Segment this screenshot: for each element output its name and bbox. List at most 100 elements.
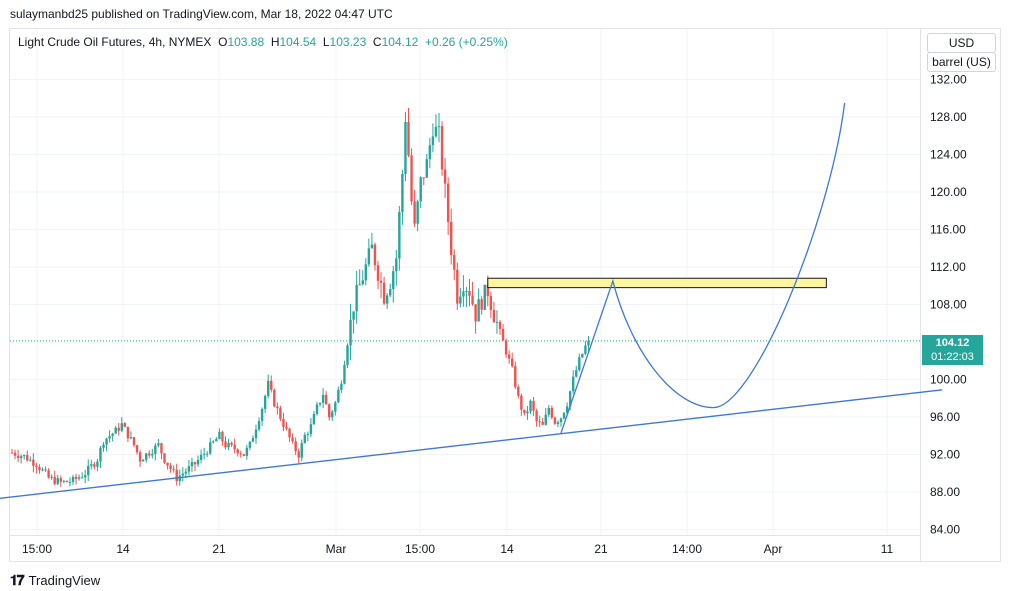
candle-body xyxy=(526,411,529,414)
candle-body xyxy=(218,431,221,440)
candle-body xyxy=(312,413,316,425)
candle-body xyxy=(468,290,471,296)
candle-body xyxy=(23,455,26,457)
candle-body xyxy=(19,456,23,459)
footer[interactable]: 𝟏𝟕 TradingView xyxy=(10,572,100,589)
resistance-zone xyxy=(487,277,827,289)
last-price-value: 104.12 xyxy=(935,337,970,349)
price-tick-label: 96.00 xyxy=(930,410,960,424)
candles xyxy=(10,107,590,487)
candle-body xyxy=(276,406,279,409)
candle-body xyxy=(285,426,288,429)
candle-body xyxy=(221,431,224,442)
candle-body xyxy=(520,395,523,410)
candle-body xyxy=(273,389,276,407)
candle-body xyxy=(578,357,581,371)
candle-body xyxy=(358,284,361,286)
candle-body xyxy=(248,441,252,448)
candle-body xyxy=(111,433,114,437)
candle-body xyxy=(370,244,374,249)
candle-body xyxy=(99,447,102,462)
candle-body xyxy=(498,321,502,329)
candle-body xyxy=(38,467,41,471)
legend-change: +0.26 (+0.25%) xyxy=(424,35,508,49)
candle-body xyxy=(105,438,108,445)
legend-high: 104.54 xyxy=(279,35,317,49)
price-axis-separator xyxy=(920,29,921,561)
candle-body xyxy=(303,434,306,444)
candle-body xyxy=(68,481,72,483)
candle-body xyxy=(35,465,38,468)
legend-close: 104.12 xyxy=(381,35,419,49)
projection-path xyxy=(560,102,846,434)
candle-body xyxy=(215,439,218,442)
time-tick-label: 15:00 xyxy=(405,542,435,556)
candle-body xyxy=(559,418,563,423)
candle-body xyxy=(242,454,245,456)
candle-body xyxy=(389,289,392,296)
candle-body xyxy=(96,461,99,467)
candle-body xyxy=(224,441,227,448)
candle-body xyxy=(132,437,136,446)
price-tick-label: 84.00 xyxy=(930,523,960,537)
candle-body xyxy=(361,280,364,285)
candle-body xyxy=(343,364,346,384)
candle-body xyxy=(425,159,428,178)
legend-open-label: O xyxy=(218,35,228,49)
candle-body xyxy=(108,436,111,439)
time-axis-ticks: 15:00 14 21 Mar 15:00 14 21 14:00 Apr 11 xyxy=(22,542,894,556)
candle-body xyxy=(297,451,300,458)
candle-body xyxy=(529,400,532,412)
candle-body xyxy=(379,280,383,283)
candle-body xyxy=(355,284,358,312)
trendline xyxy=(0,389,943,499)
legend-low-label: L xyxy=(322,35,330,49)
candle-body xyxy=(523,409,526,414)
candle-body xyxy=(581,353,584,358)
candle-body xyxy=(565,406,569,413)
candle-body xyxy=(407,122,410,156)
candle-body xyxy=(547,407,550,415)
unit-button[interactable]: barrel (US) xyxy=(927,52,996,72)
candle-body xyxy=(382,282,386,304)
candle-body xyxy=(166,462,169,466)
candle-body xyxy=(401,173,404,212)
candle-body xyxy=(84,475,87,478)
candle-body xyxy=(419,177,422,202)
grid xyxy=(10,29,920,535)
candle-body xyxy=(120,423,123,431)
candle-body xyxy=(413,201,416,224)
time-axis-separator xyxy=(10,535,920,536)
candle-body xyxy=(462,291,465,297)
legend-open: 103.88 xyxy=(227,35,265,49)
candle-body xyxy=(443,169,447,184)
currency-button[interactable]: USD xyxy=(927,33,996,53)
candle-body xyxy=(428,145,432,160)
candle-body xyxy=(236,449,239,454)
candle-body xyxy=(562,412,566,419)
candle-body xyxy=(416,201,419,224)
candle-body xyxy=(160,443,163,454)
candle-body xyxy=(511,358,514,367)
candle-body xyxy=(434,126,438,137)
candle-body xyxy=(260,408,264,421)
candle-body xyxy=(486,284,489,297)
candle-body xyxy=(504,340,508,355)
candle-body xyxy=(450,221,453,256)
candle-body xyxy=(495,321,499,323)
price-tick-label: 108.00 xyxy=(930,298,967,312)
candle-body xyxy=(175,469,178,482)
candle-body xyxy=(306,434,310,436)
candle-body xyxy=(77,477,81,479)
legend-close-label: C xyxy=(372,35,382,49)
candle-body xyxy=(300,443,303,458)
price-tick-label: 100.00 xyxy=(930,373,967,387)
candle-body xyxy=(230,442,233,445)
price-axis-ticks: 84.0088.0092.0096.00100.00104.00108.0011… xyxy=(930,73,967,537)
candle-body xyxy=(440,126,444,170)
time-tick-label: 14 xyxy=(500,542,514,556)
price-tick-label: 120.00 xyxy=(930,185,967,199)
candle-body xyxy=(309,424,313,435)
candle-body xyxy=(501,328,505,341)
